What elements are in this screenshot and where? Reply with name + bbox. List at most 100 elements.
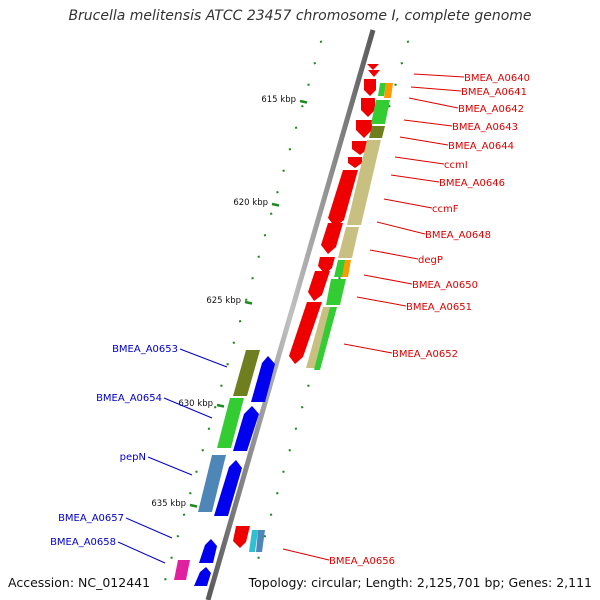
gene-arrow[interactable]	[318, 257, 335, 274]
gc-dot	[276, 491, 279, 495]
gc-dot	[282, 470, 285, 473]
leader-line	[390, 174, 440, 183]
gene-label[interactable]: degP	[418, 255, 443, 266]
map-title: Brucella melitensis ATCC 23457 chromosom…	[68, 8, 532, 24]
gene-label[interactable]: BMEA_A0656	[329, 556, 395, 567]
leader-line	[117, 541, 166, 564]
leader-line	[282, 548, 330, 561]
gc-dot	[238, 319, 242, 323]
leader-line	[408, 97, 459, 109]
gc-dot	[213, 405, 217, 409]
gene-arrow[interactable]	[233, 406, 259, 451]
gc-dot	[195, 470, 198, 473]
forward-cog-track	[174, 350, 260, 580]
gene-label[interactable]: BMEA_A0643	[452, 122, 518, 133]
gene-label[interactable]: BMEA_A0652	[392, 349, 458, 360]
gene-label[interactable]: BMEA_A0642	[458, 104, 524, 115]
gc-dot	[294, 126, 298, 129]
leader-line	[179, 348, 228, 368]
scale-label: 615 kbp	[261, 95, 296, 105]
gene-label[interactable]: BMEA_A0648	[425, 230, 491, 241]
gene-arrow[interactable]	[328, 170, 358, 227]
gc-dot	[257, 556, 260, 559]
leader-line	[403, 119, 453, 127]
gene-arrow[interactable]	[368, 70, 380, 77]
reverse-cog-track	[249, 83, 393, 552]
leader-line	[383, 198, 433, 209]
gc-dot	[406, 40, 410, 43]
scale-label: 625 kbp	[206, 296, 241, 306]
gc-dot	[251, 577, 254, 581]
leader-line	[363, 274, 413, 285]
leader-line	[125, 517, 173, 539]
gc-dot	[307, 83, 310, 86]
gene-label[interactable]: BMEA_A0651	[406, 302, 472, 313]
scale-tick	[189, 503, 198, 508]
gene-arrow[interactable]	[321, 223, 343, 254]
gene-arrow[interactable]	[214, 460, 242, 516]
gene-arrow[interactable]	[308, 271, 330, 301]
leader-line	[147, 456, 193, 476]
scale-tick	[216, 403, 225, 408]
gene-label[interactable]: BMEA_A0657	[58, 513, 124, 524]
gc-dotted-track-outer	[164, 40, 323, 581]
gc-dot	[282, 169, 285, 172]
gene-label[interactable]: pepN	[120, 452, 146, 463]
scale-label: 635 kbp	[151, 499, 186, 509]
gene-label[interactable]: BMEA_A0646	[439, 178, 505, 189]
gene-label[interactable]: BMEA_A0644	[448, 141, 514, 152]
gc-dot	[263, 233, 267, 237]
leader-line	[369, 249, 419, 260]
gene-label[interactable]: ccmI	[444, 160, 468, 171]
gc-dot	[394, 83, 397, 86]
gene-label[interactable]: BMEA_A0658	[50, 537, 116, 548]
gene-arrow[interactable]	[194, 567, 211, 586]
leader-line	[413, 73, 465, 78]
leader-line	[399, 136, 449, 146]
leader-line	[356, 296, 407, 307]
leader-line	[376, 221, 426, 235]
gene-arrow[interactable]	[199, 539, 217, 563]
gene-arrow[interactable]	[367, 64, 379, 70]
gc-dot	[245, 298, 248, 301]
gene-label[interactable]: ccmF	[432, 204, 459, 215]
gene-arrow[interactable]	[352, 141, 368, 155]
gene-label[interactable]: BMEA_A0641	[461, 87, 527, 98]
gc-dot	[400, 61, 404, 65]
gc-dot	[319, 40, 323, 43]
gc-dot	[338, 276, 341, 280]
gene-label[interactable]: BMEA_A0640	[464, 73, 530, 84]
gene-arrow[interactable]	[233, 526, 250, 548]
gc-dot	[269, 513, 273, 516]
gc-dot	[176, 534, 180, 538]
genome-backbone	[205, 29, 376, 600]
topology-text: Topology: circular; Length: 2,125,701 bp…	[248, 575, 592, 590]
gc-dot	[220, 384, 223, 387]
gc-dot	[269, 212, 273, 215]
gene-arrow[interactable]	[289, 302, 322, 364]
gene-arrow[interactable]	[364, 79, 376, 96]
scale-tick	[271, 202, 280, 207]
gc-dot	[288, 448, 292, 452]
gc-dot	[182, 513, 186, 516]
gc-dot	[257, 255, 261, 258]
gene-arrow[interactable]	[356, 120, 372, 138]
leader-line	[343, 343, 393, 354]
accession-text: Accession: NC_012441	[8, 575, 151, 590]
gene-labels: BMEA_A0640 BMEA_A0641 BMEA_A0642 BMEA_A0643…	[50, 73, 530, 567]
gene-label[interactable]: BMEA_A0650	[412, 280, 478, 291]
gc-dot	[263, 534, 267, 538]
gene-arrow[interactable]	[251, 356, 275, 402]
gene-arrow[interactable]	[361, 98, 375, 117]
gc-dot	[288, 147, 292, 151]
gene-label[interactable]: BMEA_A0654	[96, 393, 162, 404]
gc-dot	[201, 448, 205, 452]
gene-label[interactable]: BMEA_A0653	[112, 344, 178, 355]
gc-dot	[300, 405, 304, 409]
gc-dot	[294, 427, 298, 430]
scale-label: 620 kbp	[233, 198, 268, 208]
gc-dot	[189, 491, 192, 495]
gc-dot	[232, 341, 236, 344]
gene-arrow[interactable]	[348, 157, 362, 168]
scale-tick	[299, 99, 308, 104]
